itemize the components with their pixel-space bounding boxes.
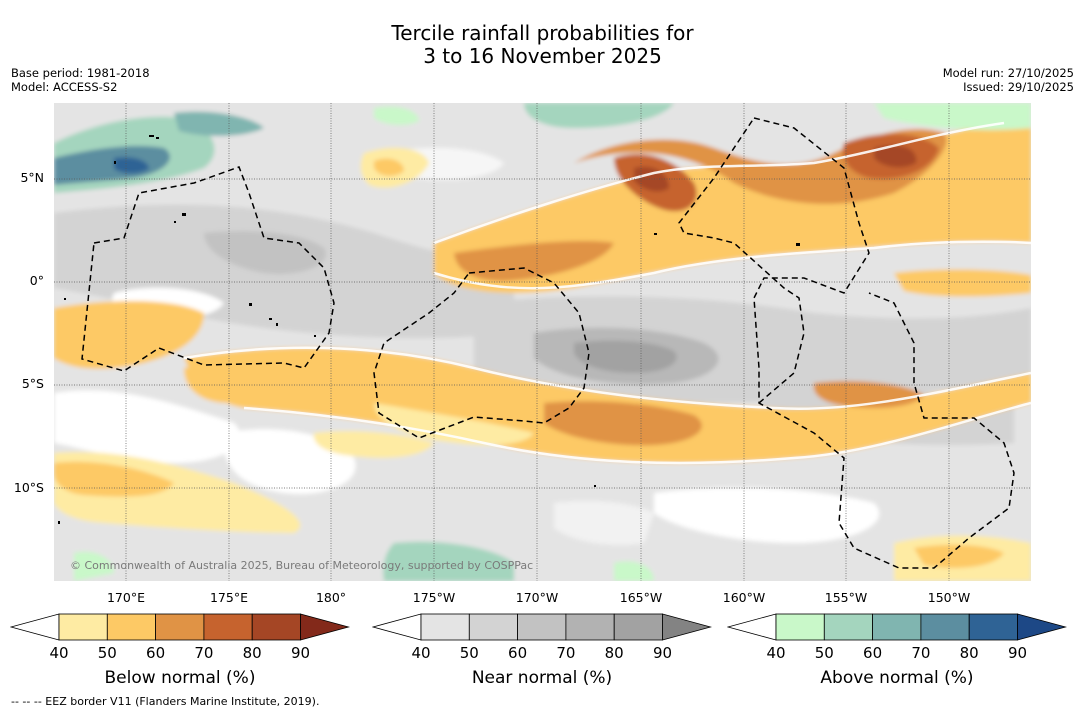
lon-label-170e: 170°E xyxy=(106,590,145,605)
lon-label-175e: 175°E xyxy=(209,590,248,605)
colorbar-tick-label: 70 xyxy=(194,644,214,662)
colorbar-swatch xyxy=(920,613,970,641)
lon-label-165w: 165°W xyxy=(619,590,663,605)
lon-label-175w: 175°W xyxy=(412,590,456,605)
colorbar-tick-label: 80 xyxy=(604,644,624,662)
lon-label-170w: 170°W xyxy=(515,590,559,605)
lon-label-150w: 150°W xyxy=(927,590,971,605)
colorbar-tick-label: 80 xyxy=(959,644,979,662)
colorbar-tick-label: 80 xyxy=(242,644,262,662)
colorbar-swatch xyxy=(823,613,874,641)
colorbar-near-normal-swatches xyxy=(371,613,713,641)
model-text: Model: ACCESS-S2 xyxy=(11,80,118,94)
lat-label-10s: 10°S xyxy=(13,480,44,495)
colorbar-swatch xyxy=(203,613,253,641)
colorbar-swatch xyxy=(968,613,1018,641)
copyright-text: © Commonwealth of Australia 2025, Bureau… xyxy=(70,559,534,572)
colorbar-high-extension xyxy=(300,613,351,641)
colorbar-swatch xyxy=(155,613,205,641)
colorbar-high-extension xyxy=(1017,613,1068,641)
colorbar-swatch xyxy=(420,613,470,641)
base-period-text: Base period: 1981-2018 xyxy=(11,66,150,80)
colorbar-tick-label: 60 xyxy=(146,644,166,662)
map-title: Tercile rainfall probabilities for 3 to … xyxy=(0,22,1085,68)
run-issue-info: Model run: 27/10/2025 Issued: 29/10/2025 xyxy=(943,66,1074,94)
lat-label-5n: 5°N xyxy=(20,170,44,185)
eez-border-note: -- -- -- EEZ border V11 (Flanders Marine… xyxy=(11,695,320,708)
issued-text: Issued: 29/10/2025 xyxy=(963,80,1074,94)
colorbar-tick-label: 90 xyxy=(290,644,311,662)
colorbar-swatch xyxy=(106,613,157,641)
colorbar-swatch xyxy=(565,613,615,641)
colorbar-swatch xyxy=(872,613,922,641)
colorbar-swatch xyxy=(775,613,825,641)
rainfall-probability-map xyxy=(54,103,1031,581)
colorbar-below-normal: 40 50 60 70 80 90 Below normal (%) xyxy=(9,612,351,688)
colorbar-tick-label: 40 xyxy=(49,644,69,662)
lon-label-180: 180° xyxy=(315,590,347,605)
colorbar-above-normal: 40 50 60 70 80 90 Above normal (%) xyxy=(726,612,1068,688)
colorbar-tick-label: 50 xyxy=(814,644,834,662)
colorbar-near-normal-title: Near normal (%) xyxy=(471,668,613,688)
colorbar-swatch xyxy=(613,613,663,641)
colorbar-tick-label: 60 xyxy=(508,644,528,662)
colorbar-swatch xyxy=(468,613,519,641)
colorbar-tick-label: 40 xyxy=(766,644,786,662)
colorbar-below-normal-title: Below normal (%) xyxy=(104,668,256,688)
colorbar-below-normal-swatches xyxy=(9,613,351,641)
colorbar-low-extension xyxy=(371,613,422,641)
colorbar-tick-label: 50 xyxy=(97,644,117,662)
colorbar-tick-label: 60 xyxy=(863,644,883,662)
colorbar-tick-label: 90 xyxy=(1007,644,1028,662)
base-model-info: Base period: 1981-2018 Model: ACCESS-S2 xyxy=(11,66,150,94)
title-line-1: Tercile rainfall probabilities for xyxy=(391,21,694,45)
colorbar-swatch xyxy=(251,613,301,641)
title-line-2: 3 to 16 November 2025 xyxy=(423,44,662,68)
colorbar-above-normal-title: Above normal (%) xyxy=(820,668,974,688)
colorbar-tick-label: 50 xyxy=(459,644,479,662)
colorbar-above-normal-swatches xyxy=(726,613,1068,641)
lat-label-5s: 5°S xyxy=(21,376,44,391)
lon-label-155w: 155°W xyxy=(824,590,868,605)
model-run-text: Model run: 27/10/2025 xyxy=(942,66,1074,80)
colorbar-high-extension xyxy=(662,613,713,641)
lat-label-0: 0° xyxy=(29,273,44,288)
colorbar-tick-label: 70 xyxy=(556,644,576,662)
lon-label-160w: 160°W xyxy=(722,590,766,605)
colorbar-swatch xyxy=(58,613,108,641)
colorbar-tick-label: 90 xyxy=(652,644,673,662)
colorbar-near-normal: 40 50 60 70 80 90 Near normal (%) xyxy=(371,612,713,688)
colorbar-low-extension xyxy=(9,613,60,641)
colorbar-tick-label: 40 xyxy=(411,644,431,662)
colorbar-low-extension xyxy=(726,613,777,641)
colorbar-tick-label: 70 xyxy=(911,644,931,662)
colorbar-swatch xyxy=(517,613,567,641)
